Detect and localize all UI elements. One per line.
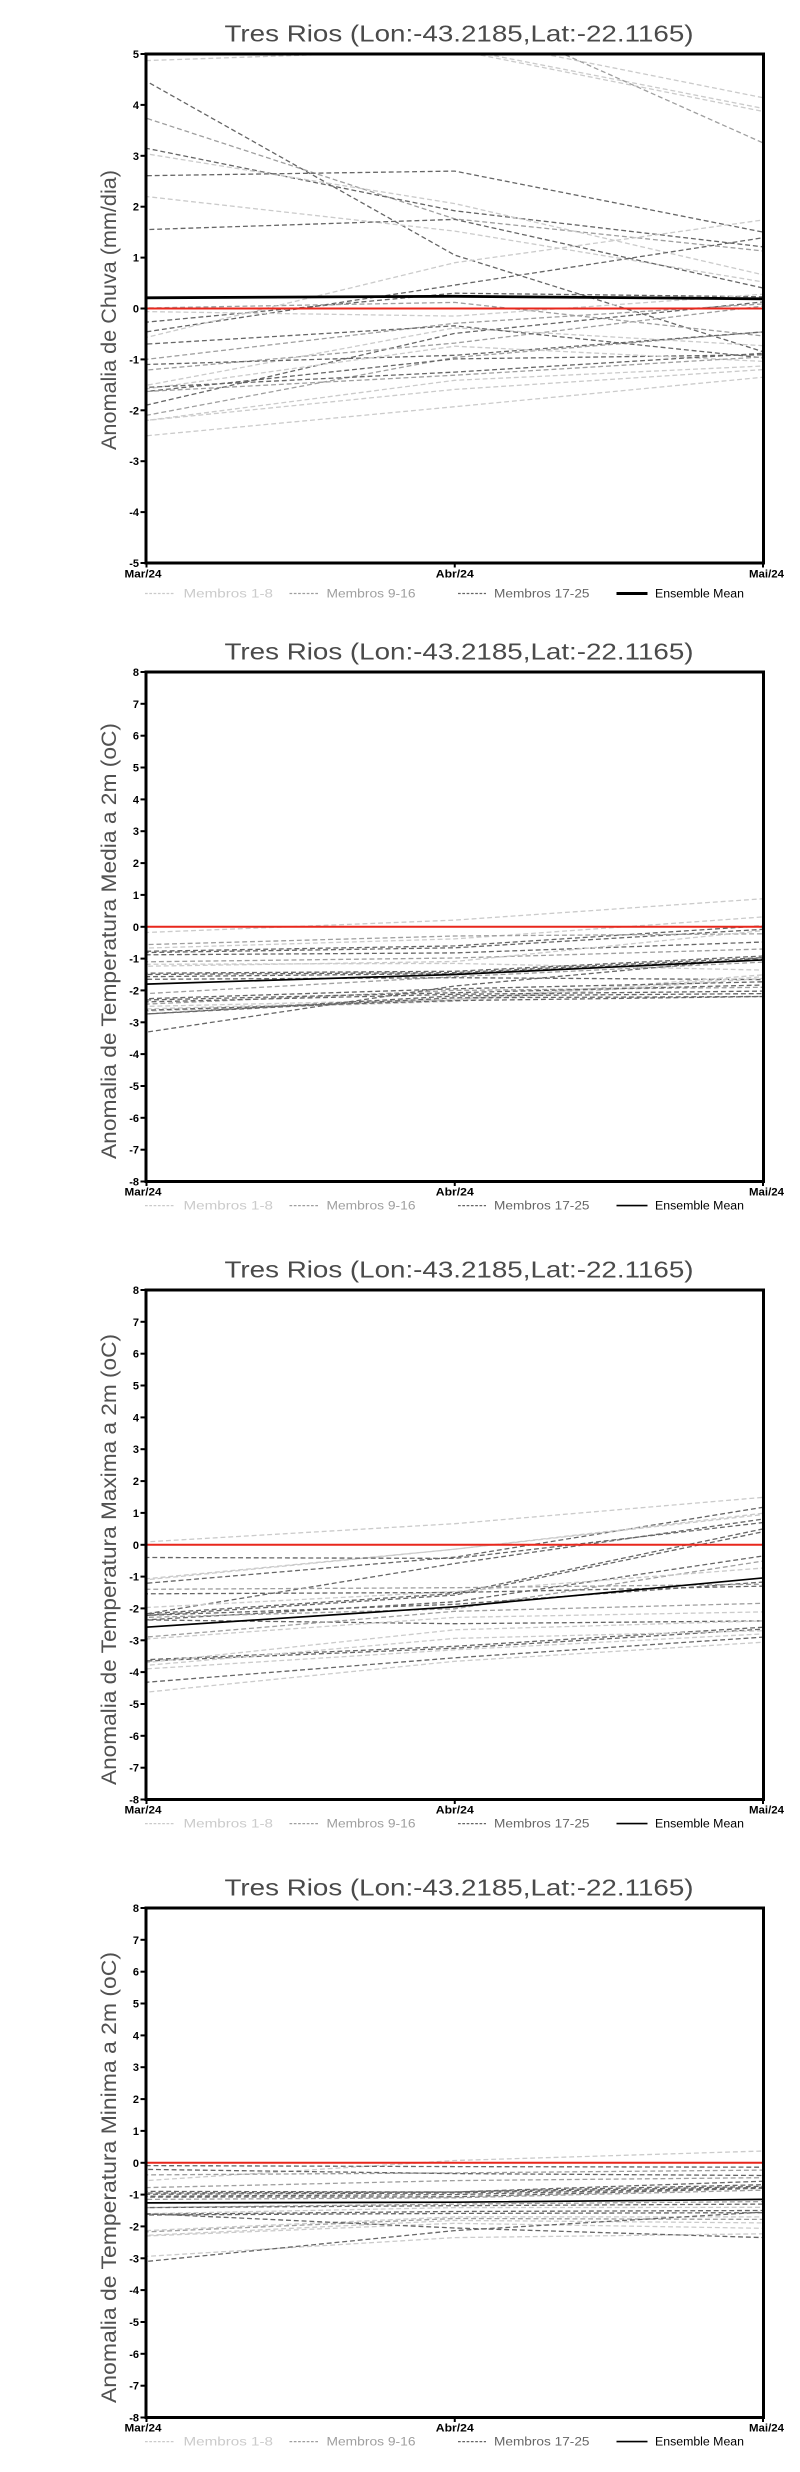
svg-text:-3: -3 xyxy=(129,456,139,468)
svg-text:Membros 1-8: Membros 1-8 xyxy=(184,589,274,601)
svg-text:8: 8 xyxy=(133,1285,139,1297)
svg-text:Membros 1-8: Membros 1-8 xyxy=(184,1819,274,1831)
svg-text:-2: -2 xyxy=(129,405,139,417)
svg-text:3: 3 xyxy=(133,2062,139,2074)
svg-text:Tres Rios (Lon:-43.2185,Lat:-2: Tres Rios (Lon:-43.2185,Lat:-22.1165) xyxy=(225,639,694,665)
svg-text:-6: -6 xyxy=(129,1731,139,1743)
svg-text:-2: -2 xyxy=(129,2221,139,2233)
svg-text:6: 6 xyxy=(133,1967,139,1979)
svg-text:7: 7 xyxy=(133,1317,139,1329)
svg-text:-1: -1 xyxy=(129,954,139,966)
svg-text:0: 0 xyxy=(133,304,139,316)
svg-text:2: 2 xyxy=(133,858,139,870)
svg-text:-1: -1 xyxy=(129,354,139,366)
svg-text:2: 2 xyxy=(133,2094,139,2106)
svg-text:Ensemble Mean: Ensemble Mean xyxy=(655,1819,744,1831)
svg-text:-1: -1 xyxy=(129,2190,139,2202)
svg-text:-5: -5 xyxy=(129,558,139,570)
svg-text:Membros 17-25: Membros 17-25 xyxy=(494,2437,590,2449)
svg-text:-8: -8 xyxy=(129,2413,139,2425)
svg-text:Ensemble Mean: Ensemble Mean xyxy=(655,589,744,601)
svg-text:-4: -4 xyxy=(129,507,140,519)
svg-text:-4: -4 xyxy=(129,2285,140,2297)
svg-text:Tres Rios (Lon:-43.2185,Lat:-2: Tres Rios (Lon:-43.2185,Lat:-22.1165) xyxy=(225,1257,694,1283)
svg-text:1: 1 xyxy=(133,890,139,902)
svg-text:Anomalia de Temperatura Media: Anomalia de Temperatura Media a 2m (oC) xyxy=(98,723,121,1159)
svg-text:Membros 1-8: Membros 1-8 xyxy=(184,1201,274,1213)
svg-text:-2: -2 xyxy=(129,985,139,997)
svg-text:7: 7 xyxy=(133,1935,139,1947)
svg-text:Mar/24: Mar/24 xyxy=(125,2423,163,2435)
svg-text:Membros 9-16: Membros 9-16 xyxy=(327,1819,416,1831)
svg-text:1: 1 xyxy=(133,2126,139,2138)
svg-text:-6: -6 xyxy=(129,1113,139,1125)
svg-text:5: 5 xyxy=(133,1999,139,2011)
svg-text:Membros 17-25: Membros 17-25 xyxy=(494,1201,590,1213)
svg-text:-4: -4 xyxy=(129,1667,140,1679)
svg-text:5: 5 xyxy=(133,763,139,775)
svg-text:Membros 9-16: Membros 9-16 xyxy=(327,589,416,601)
svg-text:2: 2 xyxy=(133,202,139,214)
svg-text:7: 7 xyxy=(133,699,139,711)
svg-text:Abr/24: Abr/24 xyxy=(436,569,475,581)
svg-text:Anomalia de Temperatura Maxima: Anomalia de Temperatura Maxima a 2m (oC) xyxy=(98,1334,121,1785)
svg-text:-3: -3 xyxy=(129,1635,139,1647)
svg-text:-8: -8 xyxy=(129,1177,139,1189)
svg-text:-5: -5 xyxy=(129,1081,139,1093)
svg-text:-7: -7 xyxy=(129,2381,139,2393)
svg-text:4: 4 xyxy=(133,794,140,806)
svg-text:Membros 1-8: Membros 1-8 xyxy=(184,2437,274,2449)
svg-text:1: 1 xyxy=(133,253,139,265)
svg-text:Ensemble Mean: Ensemble Mean xyxy=(655,2437,744,2449)
svg-text:Ensemble Mean: Ensemble Mean xyxy=(655,1201,744,1213)
svg-text:Tres Rios (Lon:-43.2185,Lat:-2: Tres Rios (Lon:-43.2185,Lat:-22.1165) xyxy=(225,1875,694,1901)
svg-text:Membros 9-16: Membros 9-16 xyxy=(327,2437,416,2449)
svg-text:-3: -3 xyxy=(129,2253,139,2265)
svg-text:Membros 17-25: Membros 17-25 xyxy=(494,1819,590,1831)
svg-text:Abr/24: Abr/24 xyxy=(436,1187,475,1199)
svg-text:-7: -7 xyxy=(129,1145,139,1157)
svg-text:0: 0 xyxy=(133,2158,139,2170)
svg-text:3: 3 xyxy=(133,826,139,838)
svg-text:Tres Rios (Lon:-43.2185,Lat:-2: Tres Rios (Lon:-43.2185,Lat:-22.1165) xyxy=(225,21,694,47)
svg-text:5: 5 xyxy=(133,49,139,61)
svg-text:Mai/24: Mai/24 xyxy=(749,1187,785,1199)
svg-text:Mai/24: Mai/24 xyxy=(749,569,785,581)
svg-text:3: 3 xyxy=(133,1444,139,1456)
svg-text:4: 4 xyxy=(133,2030,140,2042)
svg-text:Mai/24: Mai/24 xyxy=(749,2423,785,2435)
svg-text:-2: -2 xyxy=(129,1603,139,1615)
svg-text:6: 6 xyxy=(133,731,139,743)
svg-text:-8: -8 xyxy=(129,1795,139,1807)
svg-text:-4: -4 xyxy=(129,1049,140,1061)
svg-text:0: 0 xyxy=(133,1540,139,1552)
svg-text:Mar/24: Mar/24 xyxy=(125,1805,163,1817)
svg-text:Abr/24: Abr/24 xyxy=(436,1805,475,1817)
svg-text:-5: -5 xyxy=(129,2317,139,2329)
svg-text:-5: -5 xyxy=(129,1699,139,1711)
svg-text:3: 3 xyxy=(133,151,139,163)
svg-text:5: 5 xyxy=(133,1381,139,1393)
svg-text:Membros 9-16: Membros 9-16 xyxy=(327,1201,416,1213)
svg-text:Mar/24: Mar/24 xyxy=(125,569,163,581)
svg-text:Membros 17-25: Membros 17-25 xyxy=(494,589,590,601)
svg-text:-7: -7 xyxy=(129,1763,139,1775)
svg-text:Abr/24: Abr/24 xyxy=(436,2423,475,2435)
svg-text:Mai/24: Mai/24 xyxy=(749,1805,785,1817)
svg-text:6: 6 xyxy=(133,1349,139,1361)
svg-text:0: 0 xyxy=(133,922,139,934)
svg-text:8: 8 xyxy=(133,667,139,679)
svg-text:-3: -3 xyxy=(129,1017,139,1029)
svg-text:Mar/24: Mar/24 xyxy=(125,1187,163,1199)
svg-text:Anomalia de Chuva (mm/dia): Anomalia de Chuva (mm/dia) xyxy=(98,170,121,450)
svg-text:8: 8 xyxy=(133,1903,139,1915)
svg-text:4: 4 xyxy=(133,100,140,112)
svg-text:1: 1 xyxy=(133,1508,139,1520)
svg-text:2: 2 xyxy=(133,1476,139,1488)
svg-text:-1: -1 xyxy=(129,1572,139,1584)
svg-text:4: 4 xyxy=(133,1412,140,1424)
svg-text:-6: -6 xyxy=(129,2349,139,2361)
svg-text:Anomalia de Temperatura Minima: Anomalia de Temperatura Minima a 2m (oC) xyxy=(98,1952,121,2403)
